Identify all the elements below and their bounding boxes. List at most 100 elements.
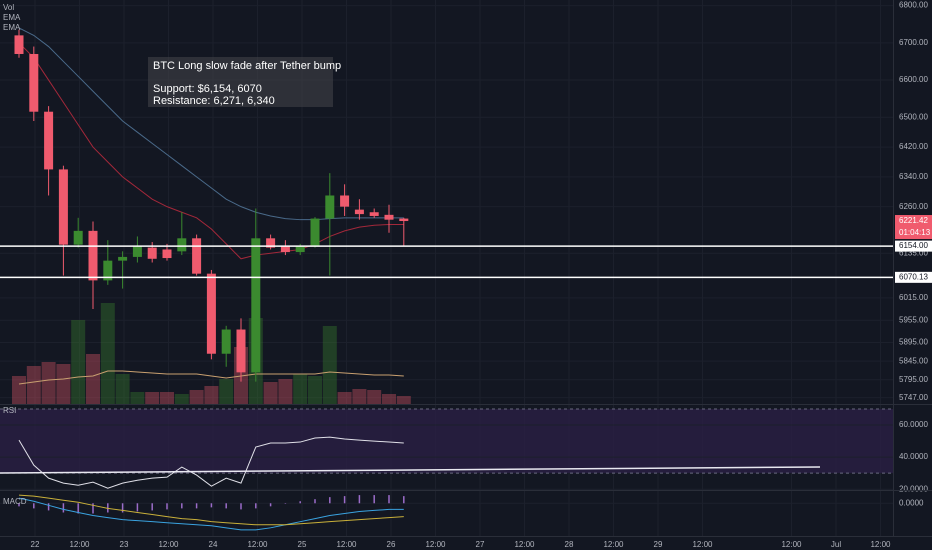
macd-histogram-bar — [284, 503, 287, 504]
macd-histogram-bar — [47, 503, 50, 511]
candle-body — [236, 329, 246, 373]
rsi-trendline — [0, 466, 821, 474]
candle-body — [369, 212, 379, 216]
candle-body — [132, 245, 142, 257]
y-tick-label: 5895.00 — [899, 338, 928, 347]
candle-body — [192, 238, 202, 274]
x-tick-label: 26 — [387, 540, 396, 549]
macd-histogram-bar — [62, 503, 65, 513]
volume-bar — [71, 320, 86, 404]
countdown-label: 01:04:13 — [899, 228, 931, 237]
x-tick-label: 23 — [120, 540, 129, 549]
y-tick-label: 60.0000 — [899, 420, 928, 429]
volume-bar — [204, 386, 219, 404]
annotation-box — [148, 57, 333, 107]
y-tick-label: 6500.00 — [899, 112, 928, 121]
x-tick-label: 29 — [654, 540, 663, 549]
volume-bar — [278, 379, 293, 404]
candle-body — [266, 238, 276, 248]
macd-histogram-bar — [107, 503, 109, 513]
volume-bar — [86, 354, 100, 404]
x-tick-label: 25 — [298, 540, 307, 549]
candle-body — [44, 111, 54, 170]
y-tick-label: 20.0000 — [899, 484, 928, 493]
macd-histogram-bar — [403, 496, 405, 504]
y-tick-label: 5747.00 — [899, 393, 928, 402]
y-tick-label: 6260.00 — [899, 202, 928, 211]
volume-bar — [337, 392, 352, 404]
macd-histogram-bar — [33, 503, 35, 509]
candle-body — [29, 53, 39, 112]
macd-histogram-bar — [195, 503, 198, 509]
x-tick-label: 12:00 — [603, 540, 624, 549]
annotation-title: BTC Long slow fade after Tether bump — [153, 60, 341, 72]
volume-bar — [352, 389, 367, 404]
y-tick-label: 6015.00 — [899, 293, 928, 302]
macd-histogram-bar — [210, 503, 213, 508]
x-tick-label: 12:00 — [781, 540, 802, 549]
x-tick-label: Jul — [831, 540, 841, 549]
volume-bar — [382, 394, 396, 404]
candle-body — [206, 273, 216, 354]
candle-body — [384, 214, 394, 220]
x-tick-label: 27 — [476, 540, 485, 549]
volume-bar — [263, 382, 278, 404]
y-tick-label: 6420.00 — [899, 142, 928, 151]
x-tick-label: 24 — [209, 540, 218, 549]
ema-line — [18, 42, 404, 260]
macd-histogram-bar — [343, 496, 346, 504]
macd-histogram-bar — [166, 503, 168, 510]
candle-body — [103, 260, 113, 281]
x-tick-label: 12:00 — [870, 540, 891, 549]
last-price-tag — [895, 215, 932, 240]
y-tick-label: 5795.00 — [899, 375, 928, 384]
x-tick-label: 28 — [565, 540, 574, 549]
volume-bar — [130, 392, 145, 404]
y-tick-label: 6340.00 — [899, 172, 928, 181]
legend-label: EMA — [3, 13, 21, 22]
candle-body — [58, 169, 68, 245]
level-tag — [895, 271, 932, 283]
candle-body — [310, 218, 320, 246]
x-tick-label: 12:00 — [247, 540, 268, 549]
volume-bar — [322, 326, 337, 404]
legend-label: Vol — [3, 3, 14, 12]
rsi-line — [18, 436, 404, 489]
volume-bar — [396, 396, 411, 404]
candle-body — [280, 245, 290, 253]
macd-histogram-bar — [329, 497, 331, 504]
volume-bar — [367, 390, 382, 404]
candle-body — [88, 230, 98, 281]
level-tag — [895, 240, 932, 252]
legend-label: EMA — [3, 23, 21, 32]
candle-body — [162, 249, 172, 259]
rsi-band — [0, 409, 893, 474]
macd-line — [18, 494, 404, 526]
macd-histogram-bar — [151, 503, 153, 511]
volume-bar — [100, 303, 115, 404]
macd-histogram-bar — [92, 503, 94, 514]
candle-body — [14, 35, 24, 54]
macd-histogram-bar — [269, 503, 272, 507]
volume-bar — [145, 392, 160, 404]
x-tick-label: 12:00 — [514, 540, 535, 549]
candle-body — [340, 195, 350, 207]
x-tick-label: 12:00 — [69, 540, 90, 549]
x-tick-label: 12:00 — [692, 540, 713, 549]
x-tick-label: 12:00 — [425, 540, 446, 549]
macd-line — [18, 497, 404, 531]
macd-histogram-bar — [299, 501, 301, 504]
macd-histogram-bar — [358, 495, 361, 504]
y-tick-label: 6600.00 — [899, 75, 928, 84]
ema-line — [18, 27, 404, 221]
macd-histogram-bar — [373, 495, 375, 504]
y-tick-label: 6700.00 — [899, 38, 928, 47]
macd-histogram-bar — [18, 503, 20, 507]
y-tick-label: 0.0000 — [899, 498, 924, 507]
volume-bar — [41, 362, 56, 404]
x-tick-label: 12:00 — [158, 540, 179, 549]
legend-label: RSI — [3, 406, 16, 415]
volume-bar — [115, 374, 130, 404]
volume-bar — [293, 374, 308, 404]
volume-bar — [160, 392, 174, 404]
